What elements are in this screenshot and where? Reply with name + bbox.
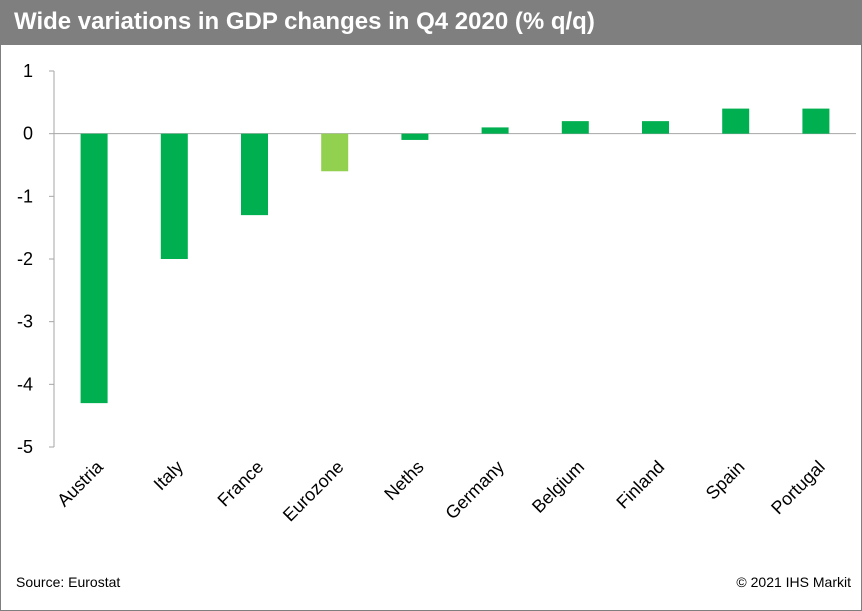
bar-neths bbox=[401, 133, 429, 140]
x-tick-label: Eurozone bbox=[279, 457, 348, 526]
bar-italy bbox=[160, 133, 188, 259]
bar-chart: 1 0 -1 -2 -3 -4 -5 Austria Italy France Eurozone Ne… bbox=[17, 61, 856, 526]
x-tick-label: Spain bbox=[702, 457, 749, 504]
x-tick-label: Italy bbox=[150, 457, 187, 494]
y-tick-label: -4 bbox=[17, 374, 33, 394]
source-note: Source: Eurostat bbox=[16, 574, 121, 590]
bar-austria bbox=[80, 133, 108, 404]
chart-title: Wide variations in GDP changes in Q4 202… bbox=[14, 8, 595, 35]
x-tick-label: Germany bbox=[441, 457, 507, 523]
x-tick-label: Neths bbox=[380, 457, 427, 504]
y-tick-label: -2 bbox=[17, 249, 33, 269]
copyright-note: © 2021 IHS Markit bbox=[736, 574, 851, 590]
x-tick-label: Belgium bbox=[528, 457, 588, 517]
bar-finland bbox=[642, 121, 669, 134]
chart-header: Wide variations in GDP changes in Q4 202… bbox=[1, 1, 861, 45]
bar-portugal bbox=[802, 108, 830, 134]
bar-belgium bbox=[561, 121, 589, 134]
y-tick-label: -3 bbox=[17, 312, 33, 332]
y-tick-label: -1 bbox=[17, 186, 33, 206]
bar-germany bbox=[481, 127, 509, 134]
bar-france bbox=[241, 133, 268, 216]
y-tick-label: 0 bbox=[23, 124, 33, 144]
x-tick-label: Austria bbox=[53, 456, 107, 510]
x-tick-label: Portugal bbox=[767, 457, 829, 519]
y-tick-label: 1 bbox=[23, 61, 33, 81]
bar-eurozone bbox=[321, 133, 349, 172]
bar-spain bbox=[722, 108, 750, 134]
y-tick-label: -5 bbox=[17, 437, 33, 457]
x-tick-label: France bbox=[214, 457, 268, 511]
x-tick-label: Finland bbox=[612, 457, 668, 513]
